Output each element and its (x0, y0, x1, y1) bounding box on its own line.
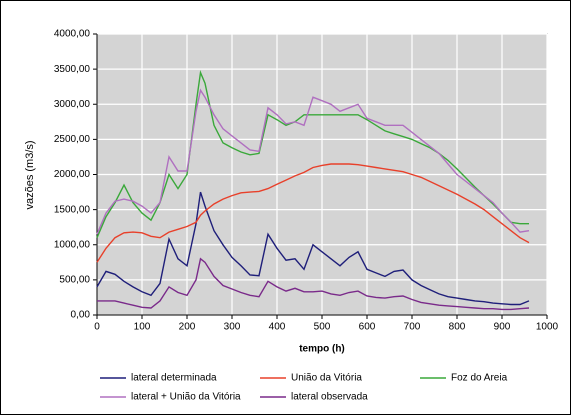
y-tick-label: 3000,00 (54, 99, 91, 110)
x-tick-label: 900 (494, 322, 511, 333)
x-tick-label: 700 (404, 322, 421, 333)
series-line (96, 191, 530, 306)
legend-label: Foz do Areia (451, 373, 508, 384)
x-tick-label: 0 (94, 322, 100, 333)
y-tick-label: 1000,00 (54, 239, 91, 250)
legend-label: lateral determinada (131, 373, 217, 384)
y-axis-label: vazões (m3/s) (24, 140, 36, 209)
x-tick-label: 200 (179, 322, 196, 333)
series-line (96, 70, 529, 238)
x-tick-label: 800 (449, 322, 466, 333)
y-tick-label: 500,00 (59, 275, 90, 286)
x-tick-label: 400 (269, 322, 286, 333)
legend-label: lateral + União da Vitória (131, 392, 241, 403)
y-tick-label: 3500,00 (54, 64, 91, 75)
x-tick-label: 100 (134, 322, 151, 333)
y-tick-label: 1500,00 (54, 204, 91, 215)
legend-label: lateral observada (291, 392, 368, 403)
y-tick-label: 4000,00 (54, 29, 91, 40)
y-tick-label: 2500,00 (54, 134, 91, 145)
y-tick-label: 2000,00 (54, 169, 91, 180)
series-line (96, 163, 530, 263)
x-tick-label: 500 (314, 322, 331, 333)
y-tick-label: 0,00 (71, 310, 91, 321)
legend-label: União da Vitória (291, 373, 362, 384)
series-line (96, 88, 530, 235)
x-tick-label: 300 (224, 322, 241, 333)
series-line (97, 257, 530, 311)
x-tick-label: 600 (359, 322, 376, 333)
x-tick-label: 1000 (536, 322, 559, 333)
x-axis-label: tempo (h) (299, 344, 345, 355)
